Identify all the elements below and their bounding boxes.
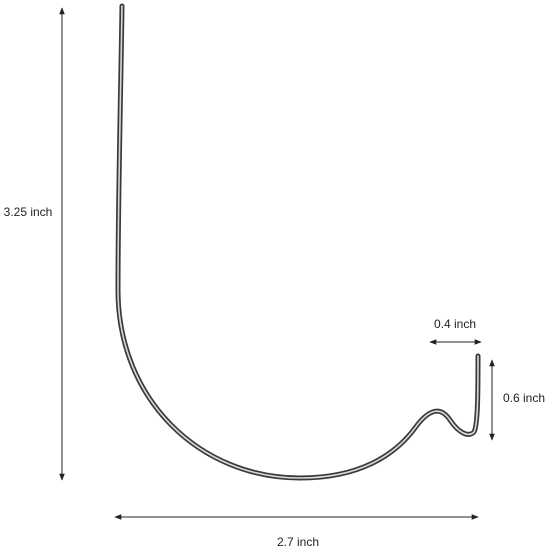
tip-width-label: 0.4 inch: [434, 317, 476, 331]
height-label: 3.25 inch: [4, 205, 53, 219]
width-label: 2.7 inch: [277, 535, 319, 549]
tip-height-label: 0.6 inch: [503, 391, 545, 405]
hook-wire: [115, 3, 481, 481]
